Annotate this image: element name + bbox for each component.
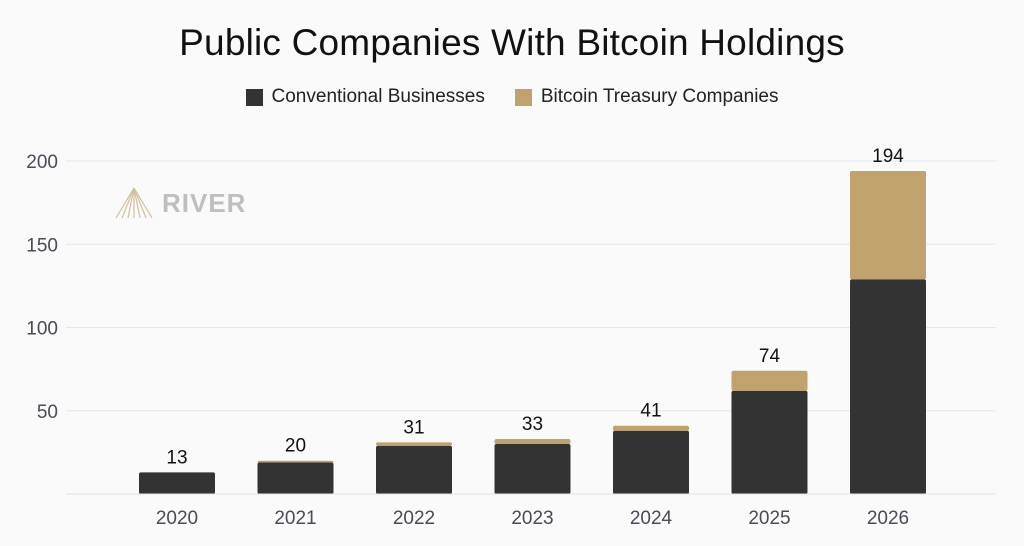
legend-swatch-conventional [245,88,263,106]
x-tick-label-2020: 2020 [156,508,198,529]
total-label-2023: 33 [522,414,543,435]
chart-title: Public Companies With Bitcoin Holdings [179,22,845,63]
labels-layer: 13 20 31 33 41 74 194 [166,146,904,468]
watermark-text: RIVER [162,187,247,218]
bar-treasury-2021 [257,460,334,463]
legend-label-conventional: Conventional Businesses [271,86,485,107]
bar-conventional-2021 [257,462,334,494]
legend-label-treasury: Bitcoin Treasury Companies [540,86,779,107]
y-tick-label-50: 50 [37,402,58,423]
bar-conventional-2024 [613,430,689,494]
x-tick-label-2026: 2026 [867,508,909,529]
grid-layer [66,160,996,412]
legend-entry-treasury: Bitcoin Treasury Companies [514,86,779,108]
x-tick-label-2025: 2025 [748,508,790,529]
bar-conventional-2026 [850,279,926,494]
total-label-2020: 13 [166,447,187,468]
legend-swatch-treasury [514,88,532,106]
bar-conventional-2025 [731,390,808,494]
x-tick-label-2022: 2022 [393,508,435,529]
bar-conventional-2020 [139,472,215,494]
river-logo-icon [115,187,153,219]
river-watermark: RIVER [114,186,246,220]
bar-conventional-2023 [494,444,571,494]
bar-treasury-2025 [731,370,808,391]
y-tick-label-200: 200 [26,152,58,173]
x-tick-label-2021: 2021 [274,508,316,529]
bar-treasury-2026 [850,170,926,280]
bar-treasury-2024 [613,425,689,431]
legend-entry-conventional: Conventional Businesses [245,86,485,108]
bar-treasury-2023 [494,439,571,445]
y-tick-label-100: 100 [26,319,58,340]
total-label-2021: 20 [285,436,306,457]
axis-layer: 50 100 150 200 2020 2021 2022 2023 2024 2025 2026 [26,152,996,529]
total-label-2024: 41 [640,401,661,422]
y-tick-label-150: 150 [26,235,58,256]
total-label-2026: 194 [872,146,904,167]
x-tick-label-2023: 2023 [511,508,553,529]
bars-layer [139,170,926,494]
chart-legend: Conventional Businesses Bitcoin Treasury… [0,86,1024,108]
bar-conventional-2022 [376,445,452,494]
bar-treasury-2022 [376,442,452,446]
total-label-2022: 31 [403,417,424,438]
x-tick-label-2024: 2024 [630,508,673,529]
total-label-2025: 74 [759,346,781,367]
